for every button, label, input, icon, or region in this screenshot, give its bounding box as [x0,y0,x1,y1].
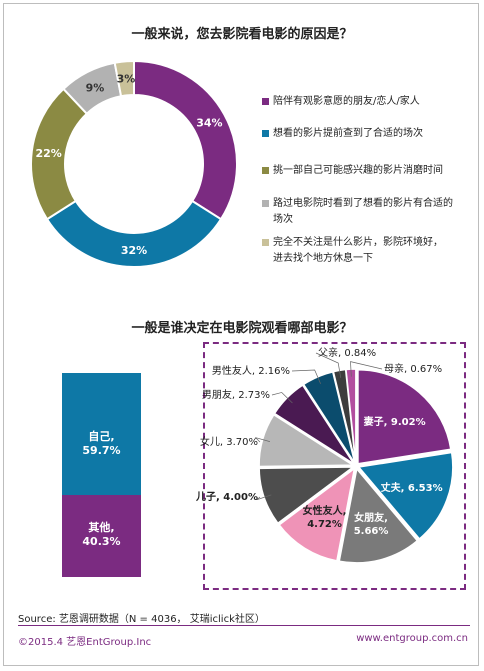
pie-slice-label: 妻子, 9.02% [364,415,426,428]
pie-slice-label: 男朋友, 2.73% [202,388,270,401]
bar-label-other: 其他, [88,521,115,535]
pie-leader-line [255,437,270,443]
donut-chart-reasons: 34% 32% 22% 9% 3% [30,59,238,268]
pie-slice-label: 丈夫, 6.53% [381,481,443,494]
legend-label: 挑一部自己可能感兴趣的影片消磨时间 [273,165,443,176]
legend-item: 路过电影院时看到了想看的影片有合适的 场次 [262,196,453,228]
pie-slice [357,451,454,540]
legend-swatch [262,167,269,174]
legend-label: 想看的影片提前查到了合适的场次 [273,128,423,139]
pie-leader-line [256,494,272,501]
frame-border [3,3,479,666]
legend-label: 完全不关注是什么影片，影院环境好， [273,237,443,248]
footer-website: www.entgroup.com.cn [356,633,468,644]
pie-slice-label: 女儿, 3.70% [200,435,258,448]
pie-leader-line [350,361,383,377]
legend-label: 场次 [273,214,293,225]
pie-slice [357,368,452,465]
legend-swatch [262,200,269,207]
footer-divider [18,625,470,626]
donut-slice [133,59,238,221]
legend-swatch [262,98,269,105]
legend-item: 想看的影片提前查到了合适的场次 [262,126,423,142]
pie-slice [278,466,356,562]
donut-slice-label: 9% [86,81,105,94]
pie-slice-label: 女性友人, [303,504,347,517]
donut-slice-label: 32% [121,244,147,257]
source-note: Source: 艺恩调研数据（N = 4036， 艾瑞iclick社区） [18,614,265,625]
pie-slice-label: 男性友人, 2.16% [212,364,290,377]
pie-leader-line [315,352,342,378]
bar-value-other: 40.3% [82,535,121,549]
pie-slice-label: 4.72% [307,519,342,530]
legend-swatch [262,239,269,246]
legend-item: 完全不关注是什么影片，影院环境好， 进去找个地方休息一下 [262,235,443,267]
pie-slice-label: 母亲, 0.67% [384,362,442,375]
pie-leader-line [271,392,293,404]
footer-copyright: ©2015.4 艺恩EntGroup.Inc [18,637,152,648]
legend-item: 挑一部自己可能感兴趣的影片消磨时间 [262,163,443,179]
legend-label: 路过电影院时看到了想看的影片有合适的 [273,198,453,209]
chart-title-decider: 一般是谁决定在电影院观看哪部电影？ [131,321,353,336]
donut-slice [113,59,135,98]
donut-slice-label: 3% [117,72,136,85]
bar-segment-other: 其他, 40.3% [62,494,141,577]
pie-slice [338,467,419,564]
pie-slice-label: 父亲, 0.84% [318,346,376,359]
bar-segment-self: 自己, 59.7% [62,373,141,495]
bar-value-self: 59.7% [82,443,121,457]
donut-slice-label: 22% [36,147,62,160]
pie-slice-label: 5.66% [354,526,389,537]
dashed-highlight-box [203,342,466,590]
legend-label: 进去找个地方休息一下 [273,253,373,264]
bar-label-self: 自己, [88,429,115,443]
pie-slice-label: 女朋友, [354,511,388,524]
legend-swatch [262,130,269,137]
legend-label: 陪伴有观影意愿的朋友/恋人/家人 [273,96,420,107]
donut-slice-label: 34% [196,117,222,130]
chart-title-reasons: 一般来说，您去影院看电影的原因是？ [131,27,353,42]
pie-leader-line [291,369,321,384]
legend-item: 陪伴有观影意愿的朋友/恋人/家人 [262,94,420,110]
pie-slice-label: 儿子, 4.00% [195,491,258,503]
